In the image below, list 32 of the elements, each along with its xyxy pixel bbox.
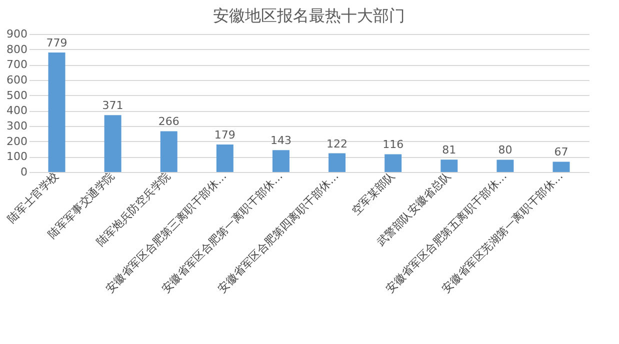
y-tick-label: 700 (6, 58, 28, 72)
y-tick-label: 800 (6, 42, 28, 56)
x-tick-label: 空军某部队 (349, 170, 398, 218)
y-tick-label: 0 (20, 166, 28, 178)
y-tick-label: 400 (6, 104, 28, 118)
bar (104, 115, 122, 172)
y-tick-label: 300 (6, 120, 28, 132)
bar (384, 154, 402, 172)
bar (496, 160, 514, 172)
y-tick-label: 100 (6, 150, 28, 164)
bar (160, 131, 178, 172)
bar (552, 162, 570, 172)
bar (216, 144, 234, 172)
bar (440, 160, 458, 172)
data-label: 266 (158, 115, 180, 128)
data-label: 80 (498, 144, 512, 157)
y-tick-label: 600 (6, 74, 28, 86)
data-label: 143 (270, 134, 292, 148)
data-label: 116 (382, 138, 404, 152)
y-tick-label: 500 (6, 88, 28, 102)
data-label: 67 (554, 146, 568, 159)
bar (328, 153, 346, 172)
data-label: 371 (102, 99, 124, 112)
y-tick-label: 900 (6, 28, 28, 40)
bar (272, 150, 290, 172)
chart-title: 安徽地区报名最热十大部门 (213, 6, 405, 25)
data-label: 779 (46, 36, 68, 50)
bar (48, 52, 66, 172)
data-label: 179 (214, 128, 236, 142)
data-label: 81 (442, 144, 456, 157)
y-tick-label: 200 (6, 134, 28, 148)
data-label: 122 (326, 137, 348, 150)
